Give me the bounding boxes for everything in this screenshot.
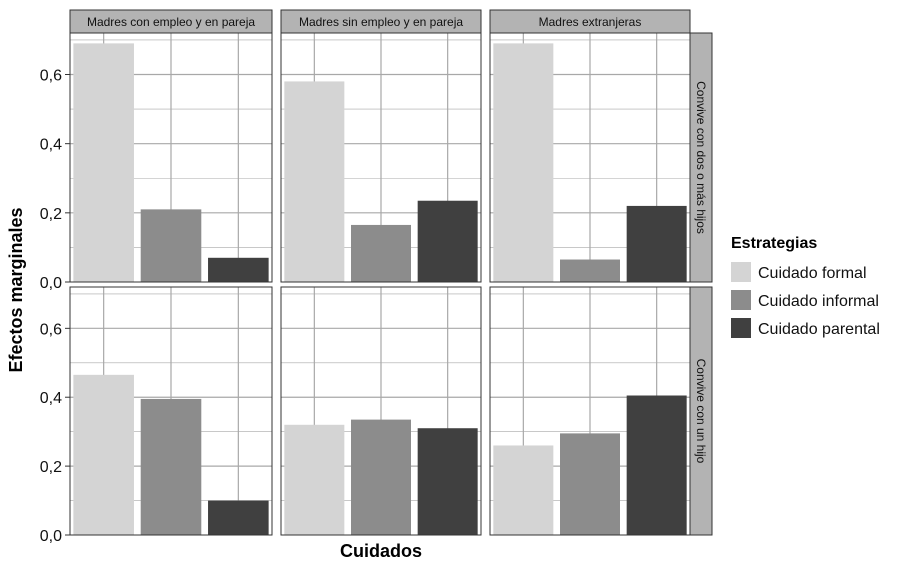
legend-title: Estrategias	[731, 235, 817, 252]
column-strip: Madres extranjeras	[489, 9, 691, 34]
panel	[280, 286, 482, 536]
row-strip: Convive con dos o más hijos	[689, 32, 713, 283]
bar	[351, 419, 411, 535]
y-tick-label: 0,2	[40, 206, 62, 223]
x-axis-title: Cuidados	[340, 541, 422, 561]
strip-background	[489, 9, 691, 34]
bar	[493, 43, 554, 282]
bar	[140, 398, 202, 535]
panel	[280, 32, 482, 283]
strip-background	[280, 9, 482, 34]
bar	[73, 374, 134, 535]
y-tick-label: 0,6	[40, 68, 62, 85]
y-tick-label: 0,2	[40, 459, 62, 476]
bar	[493, 445, 554, 535]
y-axis-ticks: 0,0 0,2 0,4 0,6 0,0 0,2 0,4 0,6	[40, 68, 70, 545]
bar	[208, 500, 269, 535]
panels-layer	[69, 32, 691, 536]
y-tick-label: 0,4	[40, 390, 62, 407]
strip-background	[689, 286, 713, 536]
bar	[560, 433, 620, 535]
legend: Estrategias Cuidado formal Cuidado inform…	[731, 235, 880, 338]
panel	[69, 32, 273, 283]
bar	[560, 259, 620, 282]
bar	[351, 224, 411, 282]
legend-entry-label: Cuidado formal	[758, 265, 867, 282]
column-strip-label: Madres con empleo y en pareja	[87, 15, 255, 29]
row-strip-label: Convive con un hijo	[694, 359, 708, 464]
y-tick-label: 0,4	[40, 137, 62, 154]
bar	[626, 205, 687, 282]
bar	[208, 257, 269, 282]
legend-swatch	[731, 262, 751, 282]
legend-entry-label: Cuidado parental	[758, 321, 880, 338]
column-strip: Madres con empleo y en pareja	[69, 9, 273, 34]
bar	[284, 424, 345, 535]
legend-swatch	[731, 290, 751, 310]
column-strip-label: Madres extranjeras	[539, 15, 642, 29]
panel	[489, 32, 691, 283]
row-strip-label: Convive con dos o más hijos	[694, 81, 708, 234]
panel-border	[69, 286, 273, 536]
bar	[284, 81, 345, 283]
bar	[417, 428, 478, 535]
bar	[73, 43, 134, 282]
row-strip: Convive con un hijo	[689, 286, 713, 536]
y-tick-label: 0,0	[40, 528, 62, 545]
bar	[140, 209, 202, 282]
y-axis-title: Efectos marginales	[6, 207, 26, 372]
legend-entry-label: Cuidado informal	[758, 293, 879, 310]
strips-layer: Madres con empleo y en pareja Madres sin …	[69, 9, 713, 536]
bar	[417, 200, 478, 282]
panel	[69, 286, 273, 536]
y-tick-label: 0,0	[40, 275, 62, 292]
y-tick-label: 0,6	[40, 321, 62, 338]
panel	[489, 286, 691, 536]
column-strip: Madres sin empleo y en pareja	[280, 9, 482, 34]
strip-background	[689, 32, 713, 283]
strip-background	[69, 9, 273, 34]
bar	[626, 395, 687, 535]
column-strip-label: Madres sin empleo y en pareja	[299, 15, 463, 29]
legend-swatch	[731, 318, 751, 338]
panel-border	[280, 286, 482, 536]
